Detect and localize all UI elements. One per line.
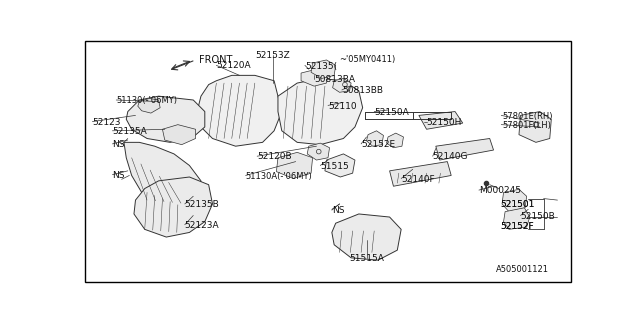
- Polygon shape: [134, 177, 212, 237]
- Text: 57801F(LH): 57801F(LH): [503, 121, 552, 130]
- Polygon shape: [138, 99, 160, 113]
- Text: 52150B: 52150B: [520, 212, 556, 221]
- Polygon shape: [332, 214, 401, 260]
- Text: 52110: 52110: [328, 101, 356, 110]
- Polygon shape: [387, 133, 403, 148]
- Polygon shape: [325, 154, 355, 177]
- Text: 52120B: 52120B: [257, 152, 292, 161]
- Text: A505001121: A505001121: [496, 265, 549, 274]
- Text: 52135B: 52135B: [185, 200, 220, 209]
- Polygon shape: [436, 139, 493, 160]
- Text: 51130(-'06MY): 51130(-'06MY): [116, 96, 177, 105]
- Text: 52150H: 52150H: [427, 118, 462, 127]
- Polygon shape: [278, 78, 363, 145]
- Text: 52140G: 52140G: [433, 152, 468, 161]
- Text: 51515: 51515: [320, 162, 349, 171]
- Text: 52153Z: 52153Z: [255, 52, 290, 60]
- Text: NS: NS: [332, 206, 344, 215]
- Text: FRONT: FRONT: [198, 55, 232, 65]
- Text: 52152E: 52152E: [361, 140, 396, 149]
- Polygon shape: [124, 142, 201, 212]
- Polygon shape: [367, 131, 383, 146]
- Polygon shape: [276, 152, 312, 179]
- Text: 52120A: 52120A: [216, 61, 251, 70]
- Text: NS: NS: [113, 171, 125, 180]
- Polygon shape: [419, 112, 463, 129]
- Text: 52135(: 52135(: [305, 61, 337, 70]
- Text: 52152F: 52152F: [500, 222, 534, 231]
- Text: 51515A: 51515A: [349, 254, 384, 263]
- Text: 52150A: 52150A: [374, 108, 409, 117]
- Text: 50813BA: 50813BA: [314, 75, 355, 84]
- Text: 57801E(RH): 57801E(RH): [503, 112, 554, 121]
- Text: 521501: 521501: [500, 200, 535, 209]
- Text: 51130A(-'06MY): 51130A(-'06MY): [246, 172, 312, 180]
- Text: 52152F: 52152F: [500, 222, 534, 231]
- Text: ~'05MY0411): ~'05MY0411): [340, 55, 396, 64]
- Text: 52123A: 52123A: [185, 221, 220, 230]
- Polygon shape: [390, 162, 451, 186]
- Text: NS: NS: [113, 140, 125, 149]
- Polygon shape: [504, 208, 530, 229]
- Text: 52135A: 52135A: [113, 127, 147, 136]
- Polygon shape: [502, 189, 527, 212]
- Polygon shape: [197, 75, 282, 146]
- Polygon shape: [301, 69, 328, 86]
- Polygon shape: [126, 96, 205, 142]
- Text: 50813BB: 50813BB: [342, 86, 383, 95]
- Polygon shape: [311, 60, 336, 78]
- Text: 52140F: 52140F: [401, 175, 435, 184]
- Text: 52123: 52123: [92, 118, 121, 127]
- Polygon shape: [519, 112, 551, 142]
- Text: 521501: 521501: [500, 200, 535, 209]
- Polygon shape: [307, 143, 330, 160]
- Polygon shape: [333, 78, 351, 92]
- Text: M000245: M000245: [479, 186, 521, 195]
- Polygon shape: [163, 124, 196, 145]
